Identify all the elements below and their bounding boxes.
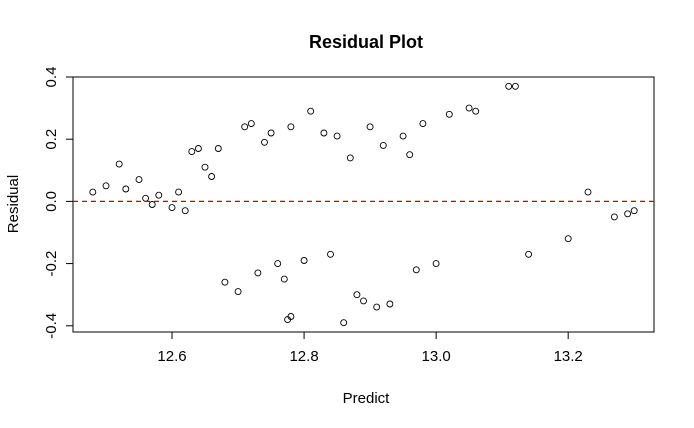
data-point <box>472 107 480 115</box>
data-point <box>280 275 288 283</box>
data-point <box>564 235 572 243</box>
data-point <box>379 141 387 149</box>
data-point <box>115 160 123 168</box>
y-tick-label: -0.2 <box>43 251 60 277</box>
data-point <box>610 213 618 221</box>
data-point <box>142 194 150 202</box>
data-point <box>333 132 341 140</box>
data-point <box>188 148 196 156</box>
data-point <box>584 188 592 196</box>
data-point <box>287 313 295 320</box>
data-point <box>175 188 183 196</box>
data-point <box>148 201 156 208</box>
data-point <box>194 145 202 152</box>
plot-frame <box>72 76 655 333</box>
x-tick-label: 12.8 <box>289 348 318 365</box>
scatter-points <box>89 82 638 327</box>
y-tick-label: 0.0 <box>43 191 60 212</box>
x-axis: 12.6 12.8 13.0 13.2 <box>157 331 583 365</box>
y-tick-label: -0.4 <box>43 313 60 339</box>
data-point <box>287 123 295 131</box>
data-point <box>445 110 453 118</box>
y-tick-label: 0.2 <box>43 129 60 150</box>
y-tick-label: 0.4 <box>43 67 60 88</box>
data-point <box>181 207 189 215</box>
data-point <box>254 269 262 277</box>
data-point <box>505 82 513 90</box>
data-point <box>432 260 440 268</box>
data-point <box>221 278 229 286</box>
data-point <box>525 250 533 258</box>
data-point <box>373 303 381 311</box>
data-point <box>360 297 367 305</box>
x-tick-label: 12.6 <box>157 348 186 365</box>
data-point <box>267 129 275 137</box>
x-tick-label: 13.2 <box>554 348 583 365</box>
data-point <box>386 300 394 308</box>
data-point <box>201 163 209 171</box>
y-axis: -0.4 -0.2 0.0 0.2 0.4 <box>43 67 74 339</box>
data-point <box>241 123 249 131</box>
data-point <box>346 154 354 162</box>
chart-title: Residual Plot <box>309 32 423 52</box>
data-point <box>340 319 348 327</box>
data-point <box>155 191 163 199</box>
data-point <box>465 104 473 112</box>
data-point <box>214 145 222 152</box>
data-point <box>419 120 427 128</box>
data-point <box>406 151 414 159</box>
data-point <box>122 185 130 193</box>
data-point <box>89 188 97 196</box>
data-point <box>261 138 268 146</box>
data-point <box>208 173 216 180</box>
y-axis-label: Residual <box>5 175 22 233</box>
data-point <box>320 129 328 137</box>
data-point <box>412 266 420 274</box>
data-point <box>274 260 282 268</box>
data-point <box>327 250 334 258</box>
x-tick-label: 13.0 <box>422 348 451 365</box>
data-point <box>353 291 361 299</box>
data-point <box>102 182 110 190</box>
data-point <box>624 210 632 218</box>
data-point <box>399 132 407 140</box>
data-point <box>307 107 315 115</box>
data-point <box>511 82 519 90</box>
data-point <box>366 123 374 131</box>
data-point <box>234 288 242 296</box>
data-point <box>247 120 255 128</box>
x-axis-label: Predict <box>343 390 391 407</box>
data-point <box>168 204 176 212</box>
data-point <box>300 257 308 264</box>
data-point <box>135 176 143 184</box>
data-point <box>630 207 638 215</box>
